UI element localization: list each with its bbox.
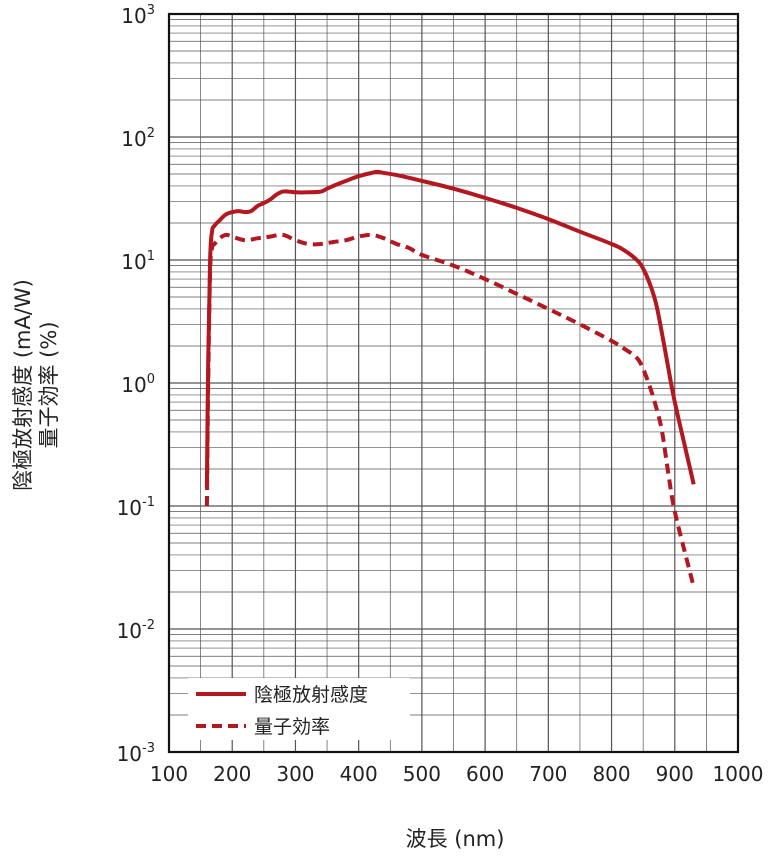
y-axis-label-line1: 陰極放射感度 (mA/W) <box>11 279 35 491</box>
series-line-quantum-efficiency <box>204 232 696 588</box>
legend-label-sensitivity: 陰極放射感度 <box>254 684 368 706</box>
y-axis-label-line2: 量子効率 (%) <box>37 321 61 448</box>
y-tick-label: 10-1 <box>117 495 155 520</box>
x-tick-label: 700 <box>529 762 567 786</box>
x-tick-label: 500 <box>403 762 441 786</box>
x-tick-label: 900 <box>656 762 694 786</box>
x-tick-label: 100 <box>150 762 188 786</box>
plot-frame <box>167 12 740 754</box>
curves <box>204 169 696 588</box>
x-axis-label: 波長 (nm) <box>406 827 505 851</box>
x-tick-labels: 100 200 300 400 500 600 700 800 900 1000 <box>150 762 764 786</box>
x-tick-label: 200 <box>213 762 251 786</box>
y-tick-label: 100 <box>121 372 155 397</box>
y-tick-label: 102 <box>121 126 155 151</box>
legend: 陰極放射感度 量子効率 <box>188 678 410 740</box>
x-tick-label: 800 <box>592 762 630 786</box>
legend-label-quantum-efficiency: 量子効率 <box>254 716 330 738</box>
legend-box <box>188 678 410 740</box>
y-tick-label: 10-3 <box>117 741 155 766</box>
series-line-sensitivity <box>204 169 696 489</box>
x-tick-label: 600 <box>466 762 504 786</box>
y-tick-labels: 10-3 10-2 10-1 100 101 102 103 <box>117 3 155 766</box>
y-tick-label: 10-2 <box>117 618 155 643</box>
x-tick-label: 1000 <box>713 762 764 786</box>
y-tick-label: 101 <box>121 249 155 274</box>
x-tick-label: 400 <box>340 762 378 786</box>
y-tick-label: 103 <box>121 3 155 28</box>
grid <box>168 14 739 753</box>
x-tick-label: 300 <box>276 762 314 786</box>
